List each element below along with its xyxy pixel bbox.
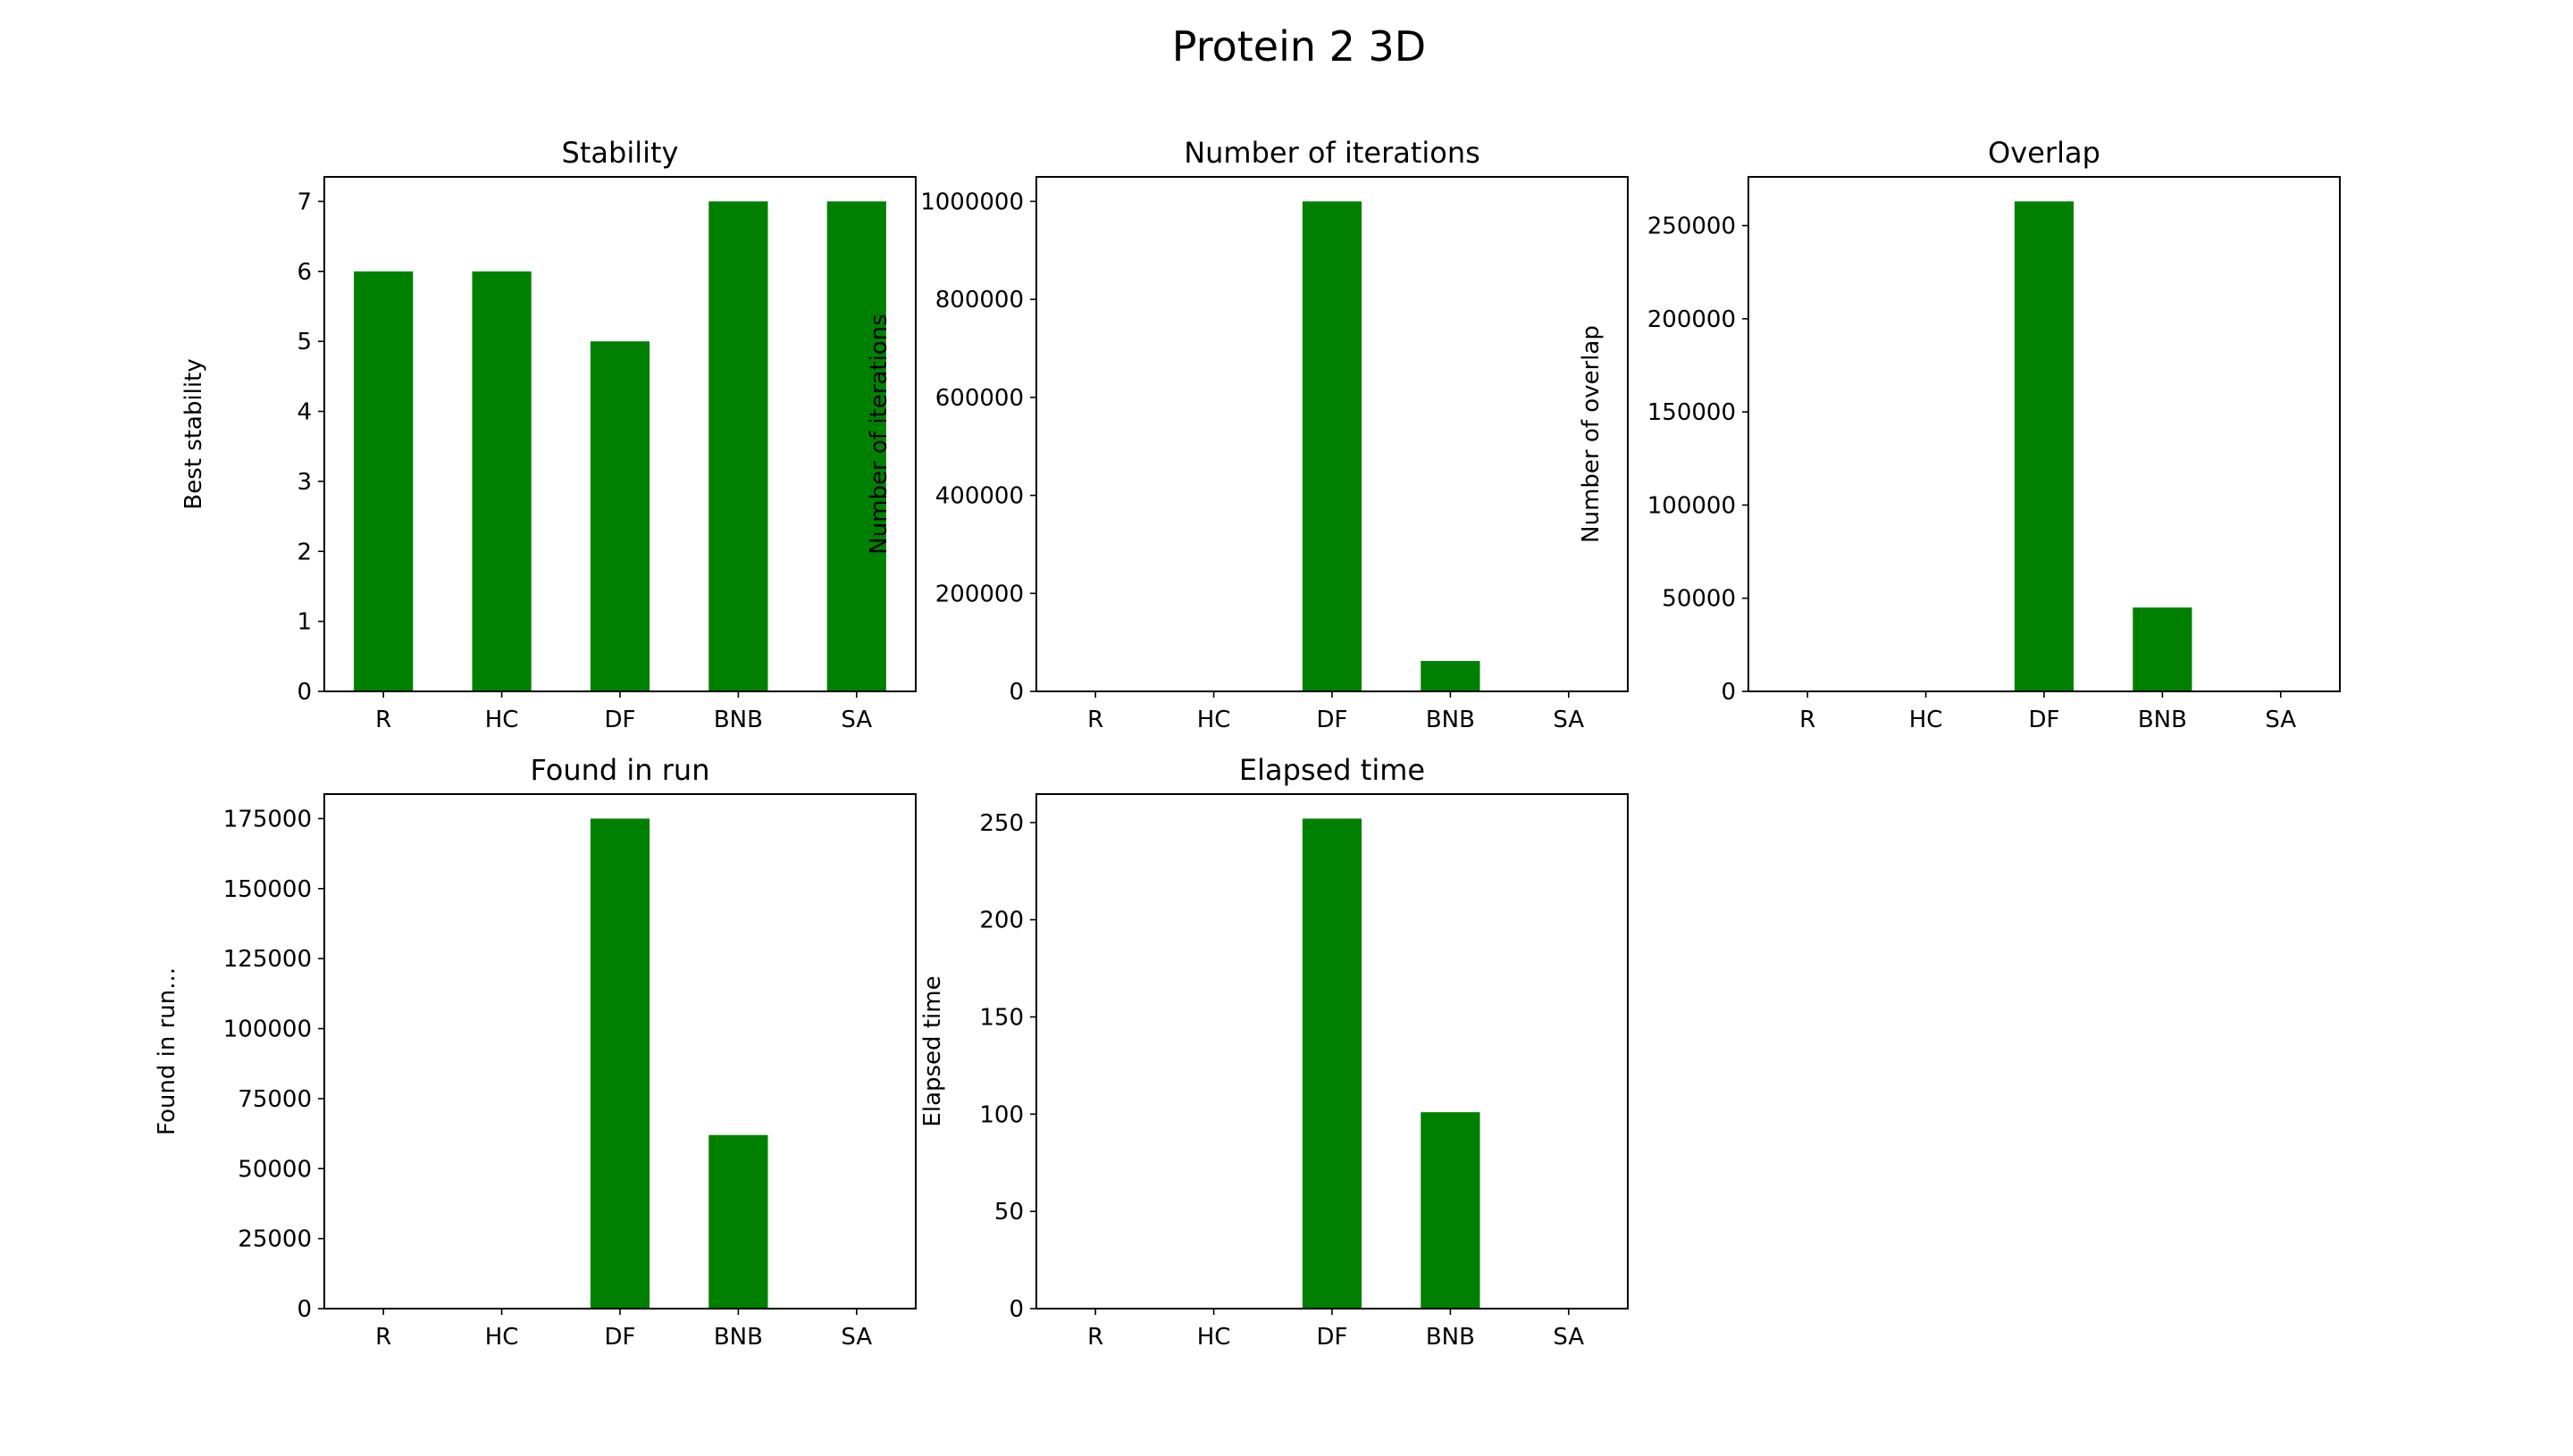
y-axis-label: Best stability [180,358,207,509]
x-tick-label: R [1799,707,1815,733]
x-tick-label: DF [1317,707,1348,733]
bar-bnb [708,1134,768,1309]
y-tick-label: 100 [979,1101,1024,1128]
y-tick-label: 200000 [1647,306,1736,333]
y-tick-label: 150 [979,1004,1024,1031]
x-tick-label: R [1087,1324,1103,1351]
x-tick-label: BNB [1426,707,1475,733]
x-tick-label: SA [1553,1324,1584,1351]
y-tick-label: 100000 [223,1017,312,1043]
y-axis-label: Number of iterations [866,314,893,554]
y-tick-label: 0 [1721,679,1736,706]
x-tick-label: DF [605,1324,636,1351]
subplot-title: Stability [562,136,679,170]
x-tick-label: SA [1553,707,1584,733]
y-tick-label: 25000 [238,1226,312,1253]
y-tick-label: 200000 [935,581,1024,607]
x-tick-label: DF [605,707,636,733]
subplot-title: Elapsed time [1239,753,1425,787]
y-axis-label: Elapsed time [919,975,946,1126]
y-tick-label: 5 [297,329,312,356]
y-axis-label: Found in run... [154,967,180,1135]
subplot-4: R HC DF BNB SA 0 25000 50000 75000 100000 125000 15… [154,753,917,1351]
x-tick-label: HC [1197,1324,1231,1351]
x-tick-label: R [375,1324,391,1351]
y-tick-label: 100000 [1647,492,1736,519]
bar-bnb [708,201,768,691]
x-tick-label: BNB [2138,707,2187,733]
x-tick-label: SA [841,1324,872,1351]
y-axis-label: Number of overlap [1578,325,1605,543]
y-tick-label: 75000 [238,1086,312,1113]
y-tick-label: 250 [979,810,1024,837]
y-tick-label: 3 [297,469,312,496]
bar-hc [472,271,532,691]
bar-df [590,818,650,1309]
y-tick-label: 50000 [238,1156,312,1183]
x-tick-label: HC [1197,707,1231,733]
subplot-grid: R HC DF BNB SA 0 1 2 3 4 5 6 7 Stability Best stabilit… [154,136,2341,1351]
bar-bnb [1421,660,1480,691]
y-tick-label: 2 [297,539,312,565]
subplot-title: Found in run [531,753,710,787]
y-tick-label: 250000 [1647,213,1736,240]
y-tick-label: 4 [297,399,312,426]
bar-sa [826,201,886,691]
bar-bnb [1421,1112,1480,1309]
y-tick-label: 0 [1009,1296,1024,1323]
figure-title: Protein 2 3D [1172,22,1426,71]
y-tick-label: 150000 [1647,399,1736,426]
bar-r [354,271,414,691]
y-tick-label: 150000 [223,876,312,903]
y-tick-label: 1000000 [920,188,1024,215]
x-tick-label: R [1087,707,1103,733]
x-tick-label: BNB [714,1324,763,1351]
subplot-5: R HC DF BNB SA 0 50 100 150 200 250 Elapsed time Ela… [919,753,1629,1351]
bar-df [1302,201,1362,691]
y-tick-label: 600000 [935,385,1024,412]
x-tick-label: R [375,707,391,733]
bar-df [2014,201,2074,691]
y-tick-label: 800000 [935,287,1024,314]
y-tick-label: 400000 [935,483,1024,510]
bar-bnb [2133,607,2192,691]
y-tick-label: 50000 [1662,586,1736,613]
x-tick-label: HC [485,1324,519,1351]
bar-df [1302,818,1362,1309]
y-tick-label: 6 [297,259,312,286]
x-tick-label: HC [1909,707,1943,733]
x-tick-label: DF [2029,707,2060,733]
y-tick-label: 200 [979,908,1024,934]
subplot-3: R HC DF BNB SA 0 50000 100000 150000 200000 250000… [1578,136,2341,733]
subplot-title: Number of iterations [1184,136,1480,170]
x-tick-label: BNB [1426,1324,1475,1351]
y-tick-label: 50 [994,1199,1024,1226]
y-tick-label: 0 [297,1296,312,1323]
subplot-title: Overlap [1988,136,2100,170]
subplot-1: R HC DF BNB SA 0 1 2 3 4 5 6 7 Stability Best stabilit… [180,136,917,733]
y-tick-label: 175000 [223,806,312,833]
y-tick-label: 0 [1009,679,1024,706]
y-tick-label: 0 [297,679,312,706]
x-tick-label: HC [485,707,519,733]
y-tick-label: 1 [297,609,312,636]
subplot-2: R HC DF BNB SA 0 200000 400000 600000 800000 10000… [866,136,1629,733]
y-tick-label: 7 [297,188,312,215]
y-tick-label: 125000 [223,946,312,973]
x-tick-label: SA [841,707,872,733]
bar-df [590,341,650,691]
x-tick-label: DF [1317,1324,1348,1351]
x-tick-label: SA [2265,707,2296,733]
x-tick-label: BNB [714,707,763,733]
